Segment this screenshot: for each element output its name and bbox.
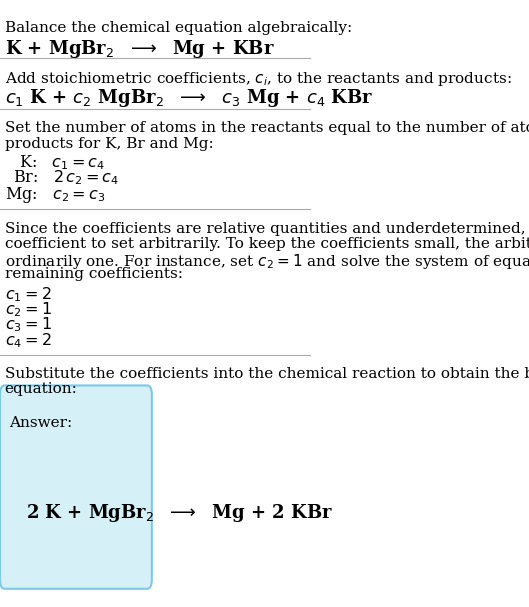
Text: $c_2 = 1$: $c_2 = 1$ xyxy=(5,300,51,319)
Text: Mg:   $c_2 = c_3$: Mg: $c_2 = c_3$ xyxy=(5,185,105,205)
Text: products for K, Br and Mg:: products for K, Br and Mg: xyxy=(5,137,213,151)
Text: K:   $c_1 = c_4$: K: $c_1 = c_4$ xyxy=(10,153,105,172)
Text: equation:: equation: xyxy=(5,382,78,396)
Text: coefficient to set arbitrarily. To keep the coefficients small, the arbitrary va: coefficient to set arbitrarily. To keep … xyxy=(5,237,529,251)
Text: Br:   $2\,c_2 = c_4$: Br: $2\,c_2 = c_4$ xyxy=(8,169,119,188)
Text: $c_1$ K + $c_2$ MgBr$_2$  $\longrightarrow$  $c_3$ Mg + $c_4$ KBr: $c_1$ K + $c_2$ MgBr$_2$ $\longrightarro… xyxy=(5,87,373,109)
Text: ordinarily one. For instance, set $c_2 = 1$ and solve the system of equations fo: ordinarily one. For instance, set $c_2 =… xyxy=(5,252,529,271)
Text: Set the number of atoms in the reactants equal to the number of atoms in the: Set the number of atoms in the reactants… xyxy=(5,121,529,135)
Text: K + MgBr$_2$  $\longrightarrow$  Mg + KBr: K + MgBr$_2$ $\longrightarrow$ Mg + KBr xyxy=(5,38,275,59)
Text: 2 K + MgBr$_2$  $\longrightarrow$  Mg + 2 KBr: 2 K + MgBr$_2$ $\longrightarrow$ Mg + 2 … xyxy=(26,502,334,524)
Text: $c_1 = 2$: $c_1 = 2$ xyxy=(5,285,51,304)
Text: $c_4 = 2$: $c_4 = 2$ xyxy=(5,331,51,350)
Text: Balance the chemical equation algebraically:: Balance the chemical equation algebraica… xyxy=(5,21,352,35)
FancyBboxPatch shape xyxy=(0,385,152,589)
Text: $c_3 = 1$: $c_3 = 1$ xyxy=(5,316,51,334)
Text: Answer:: Answer: xyxy=(10,416,72,430)
Text: Substitute the coefficients into the chemical reaction to obtain the balanced: Substitute the coefficients into the che… xyxy=(5,367,529,381)
Text: Add stoichiometric coefficients, $c_i$, to the reactants and products:: Add stoichiometric coefficients, $c_i$, … xyxy=(5,70,512,88)
Text: Since the coefficients are relative quantities and underdetermined, choose a: Since the coefficients are relative quan… xyxy=(5,222,529,236)
Text: remaining coefficients:: remaining coefficients: xyxy=(5,267,183,281)
